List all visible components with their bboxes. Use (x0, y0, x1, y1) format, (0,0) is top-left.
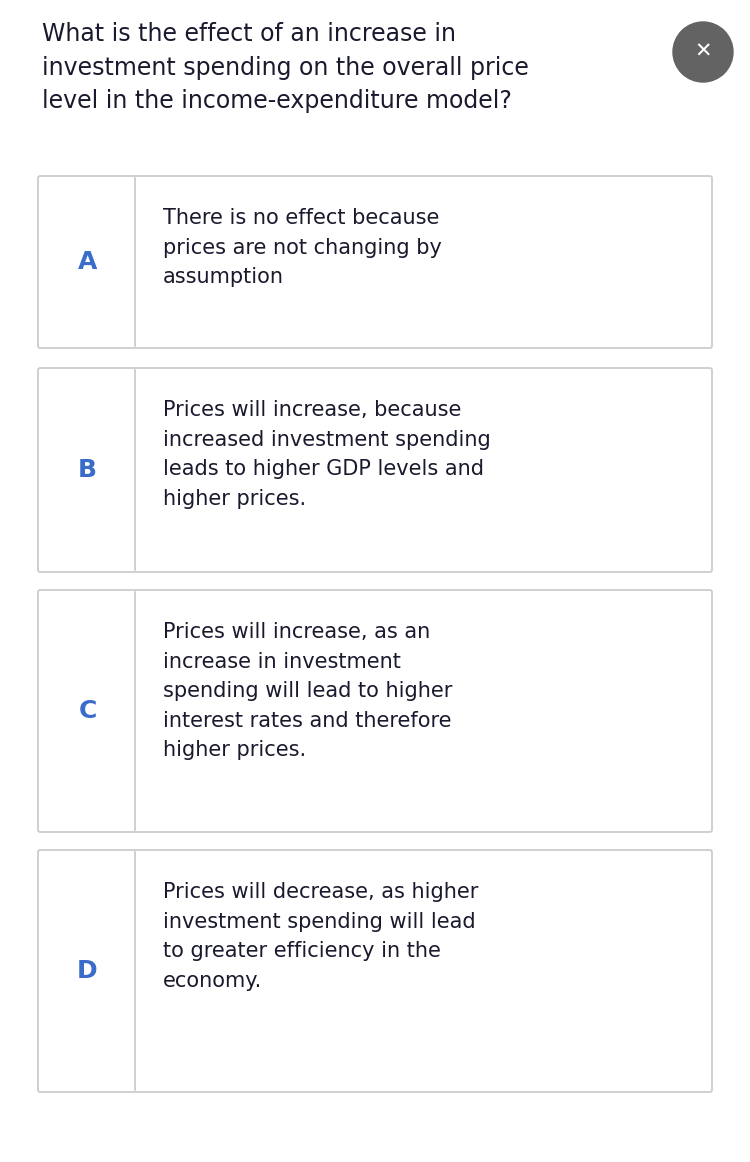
Circle shape (673, 22, 733, 83)
Text: Prices will increase, because
increased investment spending
leads to higher GDP : Prices will increase, because increased … (163, 400, 491, 509)
FancyBboxPatch shape (38, 175, 712, 347)
Text: B: B (78, 458, 97, 482)
Text: ✕: ✕ (694, 42, 712, 62)
Text: Prices will increase, as an
increase in investment
spending will lead to higher
: Prices will increase, as an increase in … (163, 622, 452, 760)
Text: C: C (78, 700, 97, 723)
Text: Prices will decrease, as higher
investment spending will lead
to greater efficie: Prices will decrease, as higher investme… (163, 882, 479, 991)
Text: There is no effect because
prices are not changing by
assumption: There is no effect because prices are no… (163, 208, 442, 287)
Text: A: A (78, 250, 98, 274)
Text: D: D (77, 959, 98, 983)
FancyBboxPatch shape (38, 590, 712, 832)
FancyBboxPatch shape (38, 849, 712, 1092)
FancyBboxPatch shape (38, 368, 712, 572)
Text: What is the effect of an increase in
investment spending on the overall price
le: What is the effect of an increase in inv… (42, 22, 529, 113)
